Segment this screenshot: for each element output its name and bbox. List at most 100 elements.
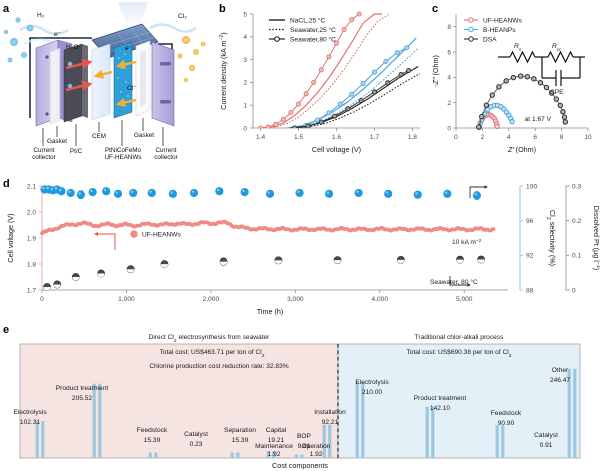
gasket-right-label: Gasket: [134, 132, 154, 139]
right-process-box: [337, 343, 581, 459]
panel-e-cost: e Direct Cl2 electrosynthesis from seawa…: [0, 322, 600, 471]
cost-label: Feedstock: [137, 427, 168, 434]
cost-bar: [92, 383, 96, 458]
svg-text:UF-HEANWs: UF-HEANWs: [483, 17, 523, 24]
svg-text:8: 8: [447, 24, 451, 31]
svg-text:3,000: 3,000: [287, 296, 304, 303]
h2-species-label: H₂: [37, 12, 45, 19]
svg-text:B-HEANPs: B-HEANPs: [483, 27, 516, 34]
cc-left-line2: collector: [32, 154, 56, 162]
svg-text:10 kA m−2: 10 kA m−2: [452, 238, 482, 247]
cost-value: 205.52: [72, 395, 93, 402]
svg-text:1.8: 1.8: [408, 134, 417, 141]
electron-right-label: e⁻: [125, 45, 133, 52]
svg-text:1.5: 1.5: [294, 134, 303, 141]
cost-value: 0.91: [540, 442, 553, 449]
svg-text:Current density (kA m−2): Current density (kA m−2): [219, 32, 228, 109]
total-cost-text: Total cost: US$690.38 per ton of Cl2: [406, 349, 511, 359]
svg-text:Rct: Rct: [552, 43, 561, 53]
cost-label: BOP: [297, 433, 312, 440]
svg-text:0.3: 0.3: [572, 183, 581, 190]
current-collector-right-label: Current collector: [145, 147, 187, 161]
cost-value: 15.39: [144, 437, 161, 444]
panel-d-chart: 0 1,000 2,000 3,000 4,000 5,000 Time (h) 1.7 1.8…: [6, 183, 600, 316]
cost-axis-label: Cost components: [272, 461, 328, 470]
panel-b-chart: 1.4 1.5 1.6 1.7 1.8 0 1 2 3 4 5 Cell voltage (V) Cur…: [219, 11, 420, 154]
catalyst-line2: UF-HEANWs: [104, 154, 142, 162]
svg-text:1.9: 1.9: [27, 235, 36, 242]
total-cost-text: Total cost: US$463.71 per ton of Cl2: [159, 349, 264, 359]
ion-flow-arrows: [65, 58, 137, 108]
cost-bar: [501, 425, 505, 458]
panel-e-chart: Direct Cl2 electrosynthesis from seawate…: [13, 334, 581, 470]
cost-value: 1.92: [268, 451, 281, 458]
catalyst-line1: PtNiCoFeMo: [104, 147, 142, 154]
svg-text:DSA: DSA: [483, 36, 497, 43]
svg-text:1: 1: [243, 103, 247, 110]
svg-text:5,000: 5,000: [456, 296, 473, 303]
cost-bar: [294, 454, 298, 458]
cost-bar: [154, 452, 158, 458]
svg-text:1.7: 1.7: [370, 134, 379, 141]
svg-text:Z′ (Ohm): Z′ (Ohm): [507, 145, 536, 154]
gasket-right-plate: [135, 40, 151, 117]
equivalent-circuit-inset: Rs Rct CPE: [498, 43, 585, 96]
svg-text:Seawater,25 °C: Seawater,25 °C: [290, 26, 336, 34]
panel-b-polarization: b 1.4 1.5 1.6 1.7 1.8 0 1 2 3 4 5 Cell voltage (V) C…: [215, 0, 430, 172]
cost-label: Electrolysis: [355, 379, 389, 386]
cost-bar: [300, 454, 304, 458]
cem-label: CEM: [92, 133, 106, 140]
svg-text:1.7: 1.7: [27, 287, 36, 294]
svg-text:CPE: CPE: [550, 89, 564, 96]
cc-right-line2: collector: [154, 154, 178, 162]
cost-label: Installation: [314, 409, 346, 416]
svg-text:Seawater, 80 °C: Seawater, 80 °C: [430, 278, 478, 286]
cost-label: Capital: [266, 427, 287, 434]
panel-a-label: a: [3, 3, 10, 15]
wave-decoration: [149, 23, 197, 33]
cost-value: 9.61: [298, 443, 311, 450]
cost-value: 90.90: [498, 420, 515, 427]
cost-value: 15.39: [232, 437, 249, 444]
left-process-box: [19, 343, 339, 459]
svg-text:1.6: 1.6: [332, 134, 341, 141]
svg-text:0.1: 0.1: [572, 253, 581, 260]
cost-label: Catalyst: [184, 431, 208, 438]
panel-c-chart: 0 2 4 6 8 10 0 2 4 6 8 Z′ (Ohm) -Z″ (Ohm) at 1.67 V UF…: [431, 14, 592, 154]
cost-bar: [272, 451, 276, 458]
gasket-left-plate: [49, 47, 61, 125]
cost-bar: [328, 424, 332, 458]
svg-text:100: 100: [526, 183, 537, 190]
svg-text:2.0: 2.0: [27, 209, 36, 216]
cost-bar: [230, 452, 234, 458]
svg-text:Seawater,80 °C: Seawater,80 °C: [290, 35, 336, 43]
svg-text:8: 8: [560, 134, 564, 141]
svg-text:at 1.67 V: at 1.67 V: [525, 116, 552, 123]
cc-left-line1: Current: [33, 147, 55, 154]
ptc-electrode-plate: [63, 43, 88, 123]
cost-value: 19.21: [268, 437, 285, 444]
gasket-left-label: Gasket: [47, 138, 67, 145]
svg-text:Cell voltage (V): Cell voltage (V): [6, 213, 15, 262]
svg-text:NaCL,25 °C: NaCL,25 °C: [290, 16, 325, 24]
svg-text:Dissolved Pt (μg l−1): Dissolved Pt (μg l−1): [592, 206, 600, 270]
panel-d-stability: d 0 1,000 2,000 3,000 4,000 5,000 Time (h) 1.7 1…: [0, 172, 600, 322]
cl2-bubbles-icon: [177, 36, 206, 83]
cost-bar: [322, 424, 326, 458]
svg-text:6: 6: [533, 134, 537, 141]
svg-text:0: 0: [454, 134, 458, 141]
panel-c-nyquist: c 0 2 4 6 8 10 0 2 4 6 8 Z′ (Ohm) -Z″ (Ohm) at 1.67 V…: [430, 0, 600, 172]
right-heading: Traditional chlor-alkali process: [415, 334, 505, 341]
svg-text:2: 2: [447, 100, 451, 107]
panel-e-label: e: [3, 324, 10, 336]
svg-text:2: 2: [481, 134, 485, 141]
cost-label: Catalyst: [534, 432, 558, 439]
current-collector-right-plate: [151, 41, 175, 127]
cost-label: Feedstock: [491, 410, 522, 417]
current-collector-left-label: Current collector: [24, 147, 64, 161]
cost-value: 142.10: [430, 405, 451, 412]
label-leader-lines: [42, 118, 164, 146]
svg-text:Cell voltage (V): Cell voltage (V): [312, 145, 361, 154]
svg-text:2.1: 2.1: [27, 183, 36, 190]
panel-a-schematic: a: [0, 0, 215, 172]
